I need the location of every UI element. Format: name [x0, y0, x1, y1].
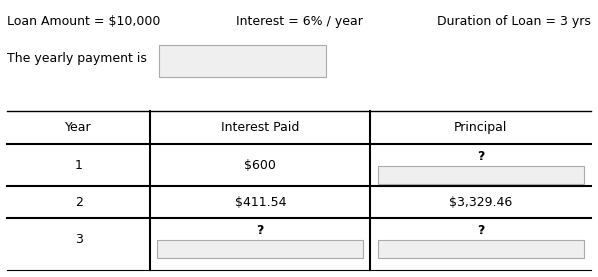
FancyBboxPatch shape [159, 45, 326, 77]
FancyBboxPatch shape [157, 240, 363, 258]
Text: Interest Paid: Interest Paid [221, 121, 300, 134]
Text: $3,329.46: $3,329.46 [449, 196, 512, 209]
Text: 1: 1 [75, 159, 83, 172]
Text: Interest = 6% / year: Interest = 6% / year [236, 15, 362, 28]
FancyBboxPatch shape [377, 166, 584, 184]
Text: Principal: Principal [454, 121, 507, 134]
Text: Loan Amount = $10,000: Loan Amount = $10,000 [7, 15, 161, 28]
Text: Year: Year [65, 121, 92, 134]
FancyBboxPatch shape [377, 240, 584, 258]
Text: 2: 2 [75, 196, 83, 209]
Text: ?: ? [477, 150, 484, 163]
Text: 3: 3 [75, 233, 83, 246]
Text: ?: ? [257, 224, 264, 237]
Text: The yearly payment is: The yearly payment is [7, 52, 147, 65]
Text: $411.54: $411.54 [234, 196, 286, 209]
Text: $600: $600 [245, 159, 276, 172]
Text: ?: ? [477, 224, 484, 237]
Text: Duration of Loan = 3 yrs: Duration of Loan = 3 yrs [437, 15, 591, 28]
